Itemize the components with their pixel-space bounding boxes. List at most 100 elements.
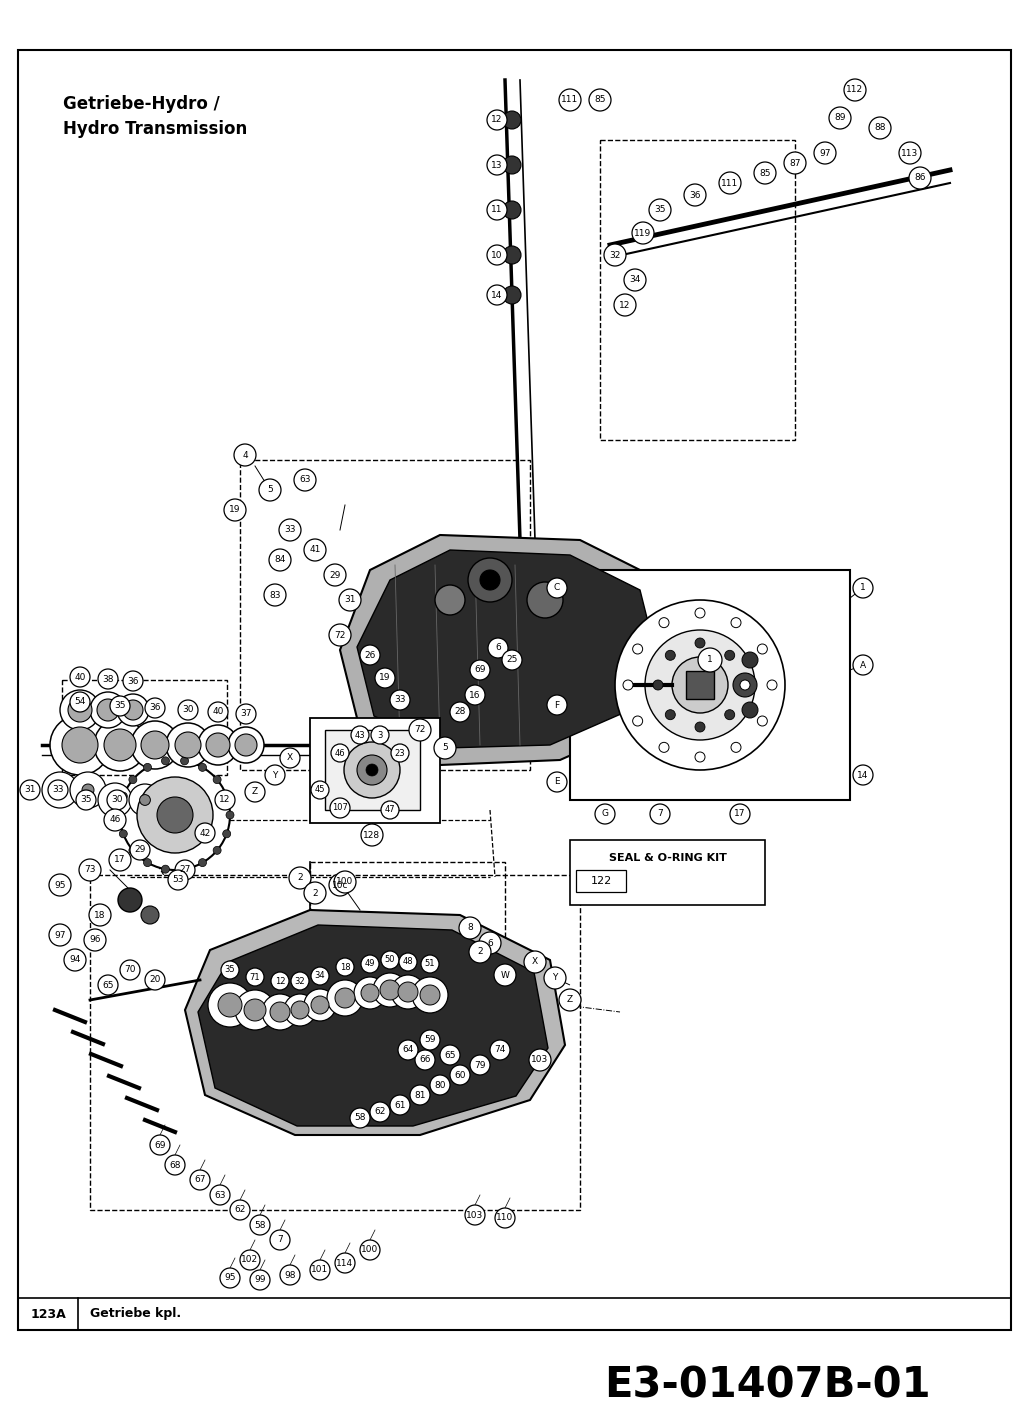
Circle shape — [695, 608, 705, 618]
Circle shape — [60, 691, 100, 730]
Text: 16: 16 — [470, 691, 481, 699]
Circle shape — [141, 730, 169, 759]
Circle shape — [70, 772, 106, 809]
Circle shape — [270, 1231, 290, 1250]
Circle shape — [659, 742, 669, 752]
Text: 79: 79 — [475, 1060, 486, 1070]
Text: 23: 23 — [394, 749, 406, 757]
Circle shape — [380, 980, 400, 1000]
Text: 70: 70 — [124, 965, 136, 975]
Circle shape — [195, 823, 215, 843]
Circle shape — [304, 539, 326, 561]
Text: 88: 88 — [874, 124, 885, 132]
Circle shape — [487, 155, 507, 175]
Text: X: X — [287, 753, 293, 763]
Text: 48: 48 — [402, 958, 413, 966]
Text: 8: 8 — [467, 924, 473, 932]
Circle shape — [234, 443, 256, 466]
Circle shape — [265, 764, 285, 784]
Circle shape — [168, 870, 188, 890]
Circle shape — [737, 681, 747, 691]
Circle shape — [336, 958, 354, 976]
Circle shape — [311, 996, 329, 1015]
Circle shape — [503, 156, 521, 173]
Circle shape — [350, 1108, 370, 1128]
Text: 103: 103 — [466, 1211, 484, 1219]
Text: 114: 114 — [336, 1259, 354, 1268]
Circle shape — [469, 941, 491, 963]
Text: 5: 5 — [267, 486, 272, 495]
Text: 33: 33 — [53, 786, 64, 794]
Circle shape — [206, 733, 230, 757]
Circle shape — [310, 1260, 330, 1280]
Circle shape — [430, 1076, 450, 1096]
Circle shape — [450, 1064, 470, 1086]
Circle shape — [465, 1205, 485, 1225]
Circle shape — [280, 1265, 300, 1285]
Text: 4: 4 — [243, 450, 248, 459]
Text: 1: 1 — [707, 655, 713, 665]
Circle shape — [331, 745, 349, 762]
Text: 14: 14 — [858, 770, 869, 780]
Circle shape — [398, 1040, 418, 1060]
Text: 17: 17 — [115, 855, 126, 864]
Circle shape — [123, 671, 143, 691]
Text: 28: 28 — [454, 708, 465, 716]
Circle shape — [487, 200, 507, 220]
Bar — [686, 671, 714, 699]
Circle shape — [650, 804, 670, 824]
Circle shape — [181, 757, 189, 764]
Text: 86: 86 — [914, 173, 926, 182]
Circle shape — [240, 1250, 260, 1270]
Circle shape — [90, 692, 126, 728]
Text: 67: 67 — [194, 1175, 205, 1185]
Text: 107: 107 — [332, 803, 348, 813]
Circle shape — [104, 809, 126, 831]
Circle shape — [311, 782, 329, 799]
Circle shape — [97, 699, 119, 720]
Text: 35: 35 — [80, 796, 92, 804]
Circle shape — [338, 588, 361, 611]
Circle shape — [327, 980, 363, 1016]
Circle shape — [757, 716, 768, 726]
Circle shape — [208, 983, 252, 1027]
Text: 51: 51 — [425, 959, 436, 969]
Circle shape — [109, 794, 121, 806]
Text: 61: 61 — [394, 1100, 406, 1110]
Circle shape — [370, 726, 389, 745]
Circle shape — [131, 720, 179, 769]
Bar — [310, 718, 440, 823]
Circle shape — [143, 858, 152, 867]
Circle shape — [279, 519, 301, 541]
Text: 58: 58 — [354, 1114, 365, 1123]
Text: 18: 18 — [340, 962, 350, 972]
Circle shape — [228, 728, 264, 763]
Circle shape — [547, 695, 567, 715]
Circle shape — [324, 564, 346, 585]
Circle shape — [370, 1103, 390, 1123]
Text: 113: 113 — [901, 149, 918, 158]
Circle shape — [284, 995, 316, 1026]
Text: 69: 69 — [154, 1141, 166, 1150]
Circle shape — [250, 1215, 270, 1235]
Circle shape — [109, 848, 131, 871]
Circle shape — [467, 558, 512, 603]
Text: G: G — [602, 810, 609, 818]
Circle shape — [415, 1050, 436, 1070]
Polygon shape — [357, 550, 657, 747]
Circle shape — [410, 1086, 430, 1106]
Circle shape — [123, 701, 143, 720]
Text: 112: 112 — [846, 85, 864, 95]
Circle shape — [666, 651, 675, 661]
Circle shape — [236, 703, 256, 725]
Circle shape — [129, 776, 137, 783]
Circle shape — [733, 674, 757, 696]
Circle shape — [116, 811, 124, 818]
Circle shape — [215, 790, 235, 810]
Circle shape — [695, 722, 705, 732]
Circle shape — [503, 200, 521, 219]
Circle shape — [137, 777, 213, 853]
Text: 33: 33 — [284, 526, 296, 534]
Bar — [570, 840, 765, 905]
Circle shape — [853, 578, 873, 598]
